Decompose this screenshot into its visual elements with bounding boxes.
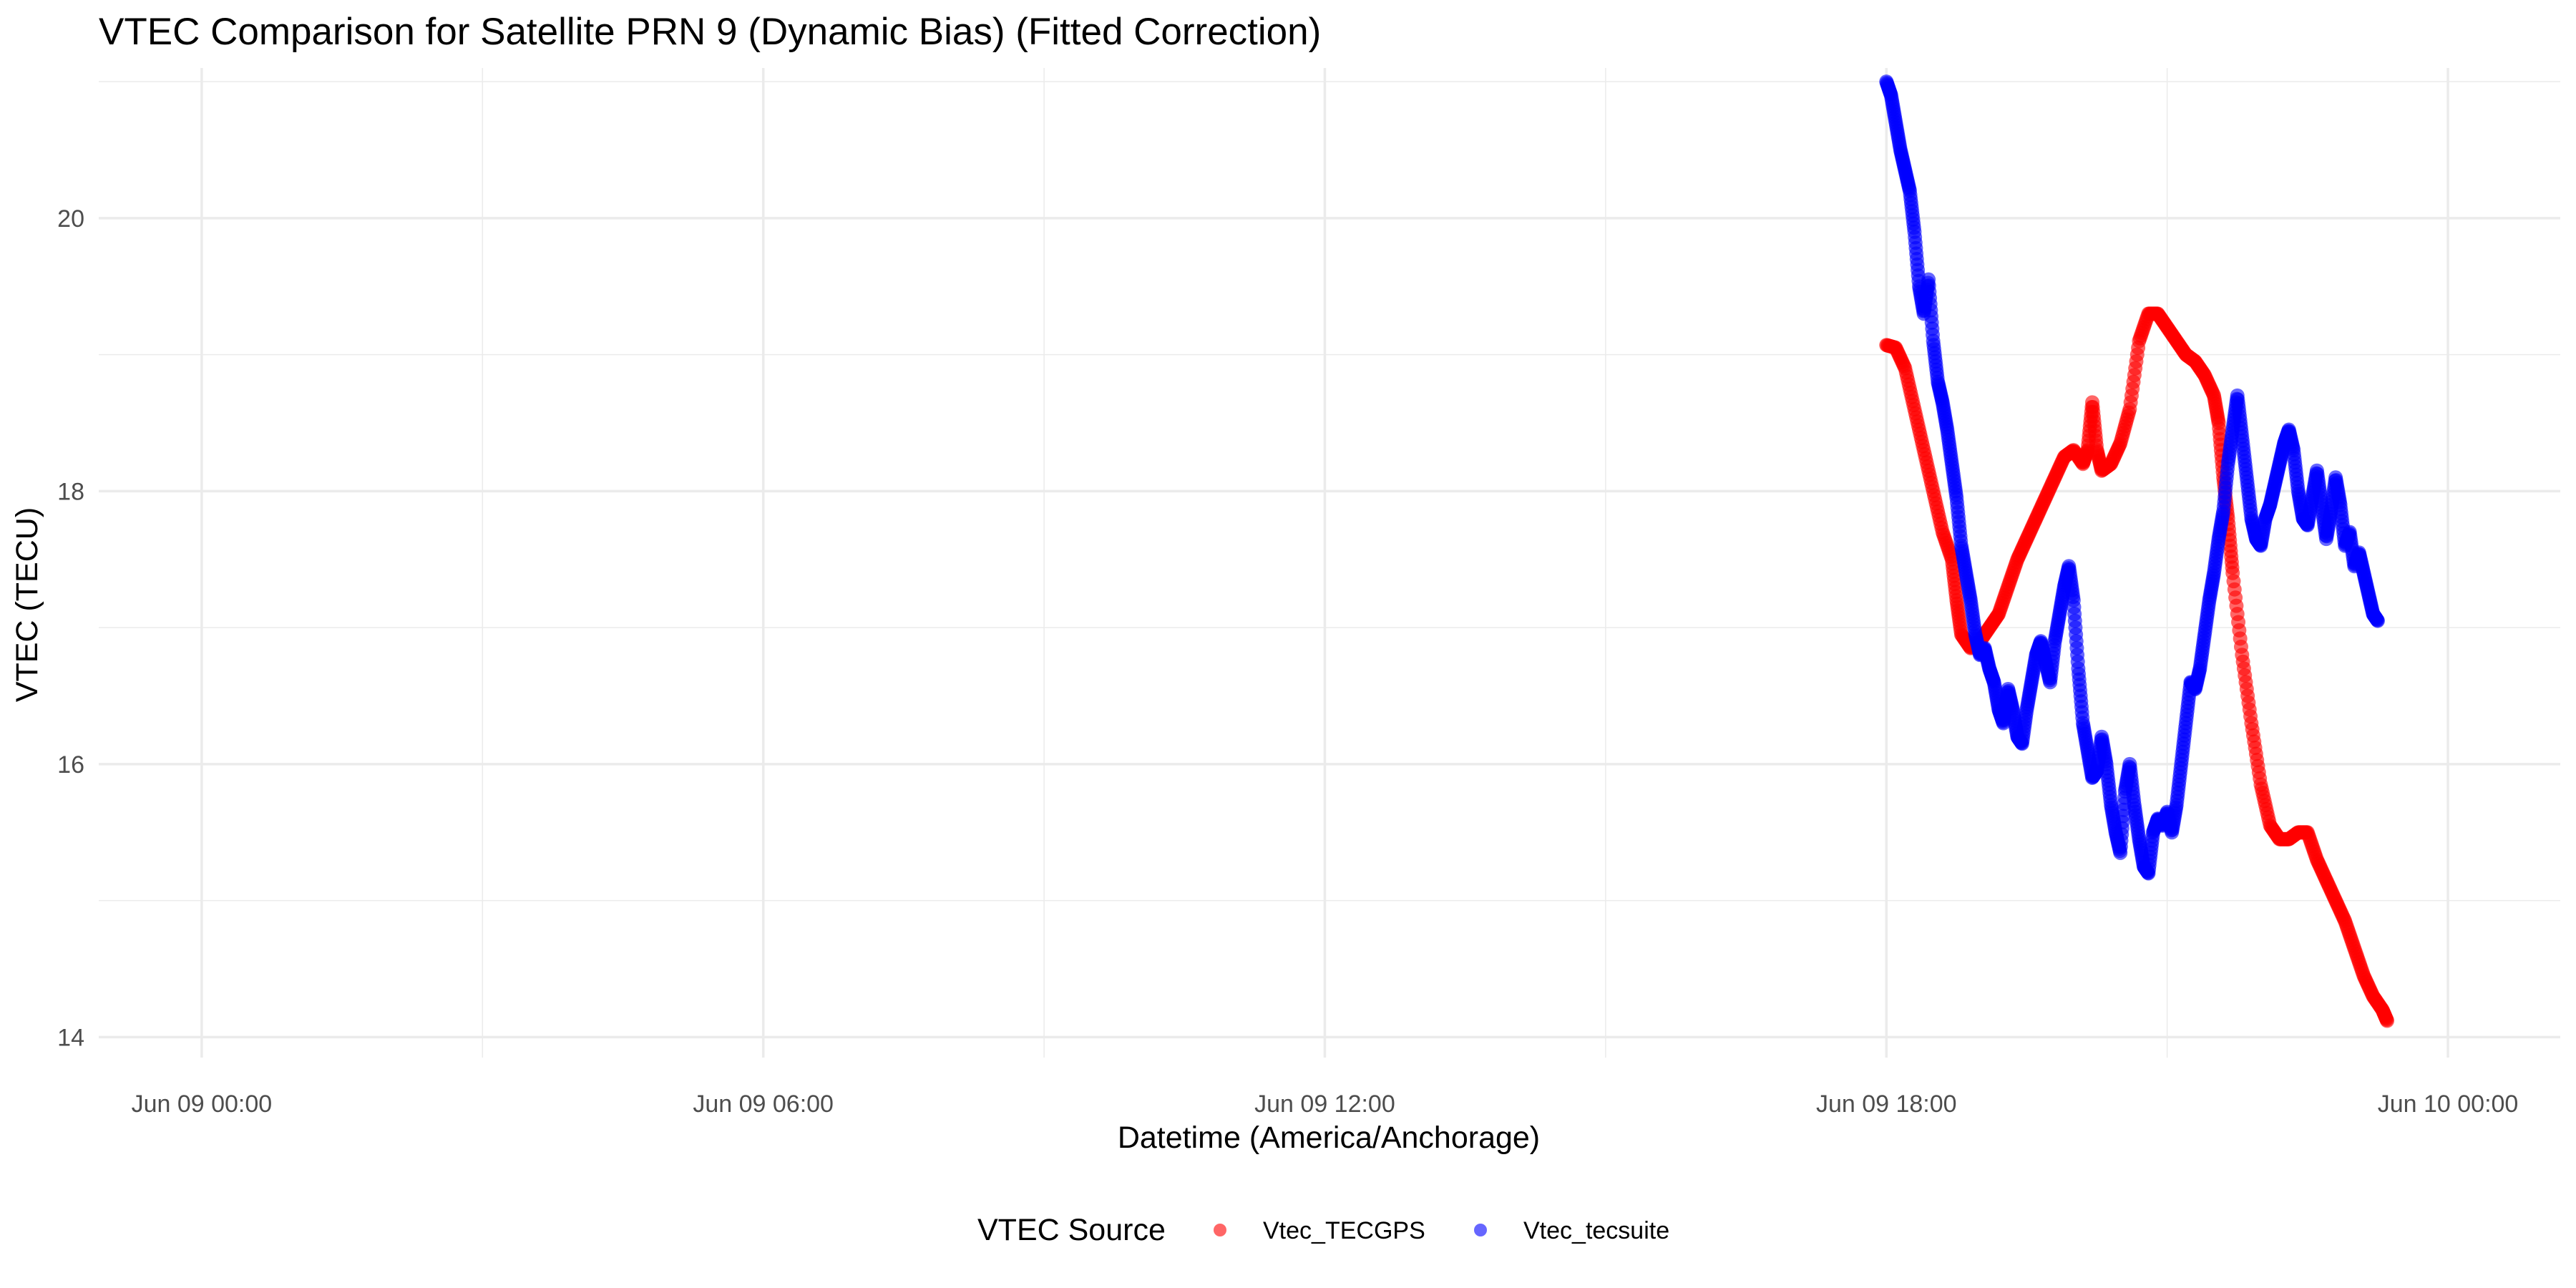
y-axis-title: VTEC (TECU)	[10, 507, 44, 702]
legend-title: VTEC Source	[977, 1213, 1166, 1247]
chart-title: VTEC Comparison for Satellite PRN 9 (Dyn…	[99, 11, 1321, 53]
series-vtec-tecgps	[1879, 306, 2395, 1028]
data-points	[1879, 74, 2395, 1028]
legend-key-vtec-tecsuite	[1474, 1224, 1487, 1236]
legend-label-vtec-tecgps: Vtec_TECGPS	[1263, 1217, 1425, 1244]
y-tick-label: 18	[57, 478, 84, 505]
legend-key-vtec-tecgps	[1214, 1224, 1226, 1236]
series-vtec-tecsuite	[1879, 74, 2385, 881]
y-tick-label: 16	[57, 751, 84, 779]
y-tick-label: 20	[57, 205, 84, 233]
legend: VTEC Source Vtec_TECGPS Vtec_tecsuite	[977, 1213, 1669, 1247]
y-tick-label: 14	[57, 1024, 84, 1051]
grid	[99, 68, 2560, 1058]
x-axis-ticks: Jun 09 00:00 Jun 09 06:00 Jun 09 12:00 Jun …	[132, 1091, 2519, 1118]
y-axis-ticks: 14 16 18 20	[57, 205, 84, 1052]
x-axis-title: Datetime (America/Anchorage)	[1118, 1121, 1540, 1155]
legend-label-vtec-tecsuite: Vtec_tecsuite	[1523, 1217, 1669, 1244]
x-tick-label: Jun 09 12:00	[1254, 1091, 1395, 1118]
data-point	[2380, 1013, 2395, 1028]
data-point	[2370, 613, 2385, 628]
x-tick-label: Jun 09 00:00	[132, 1091, 273, 1118]
x-tick-label: Jun 09 06:00	[693, 1091, 834, 1118]
x-tick-label: Jun 10 00:00	[2378, 1091, 2519, 1118]
x-tick-label: Jun 09 18:00	[1816, 1091, 1957, 1118]
